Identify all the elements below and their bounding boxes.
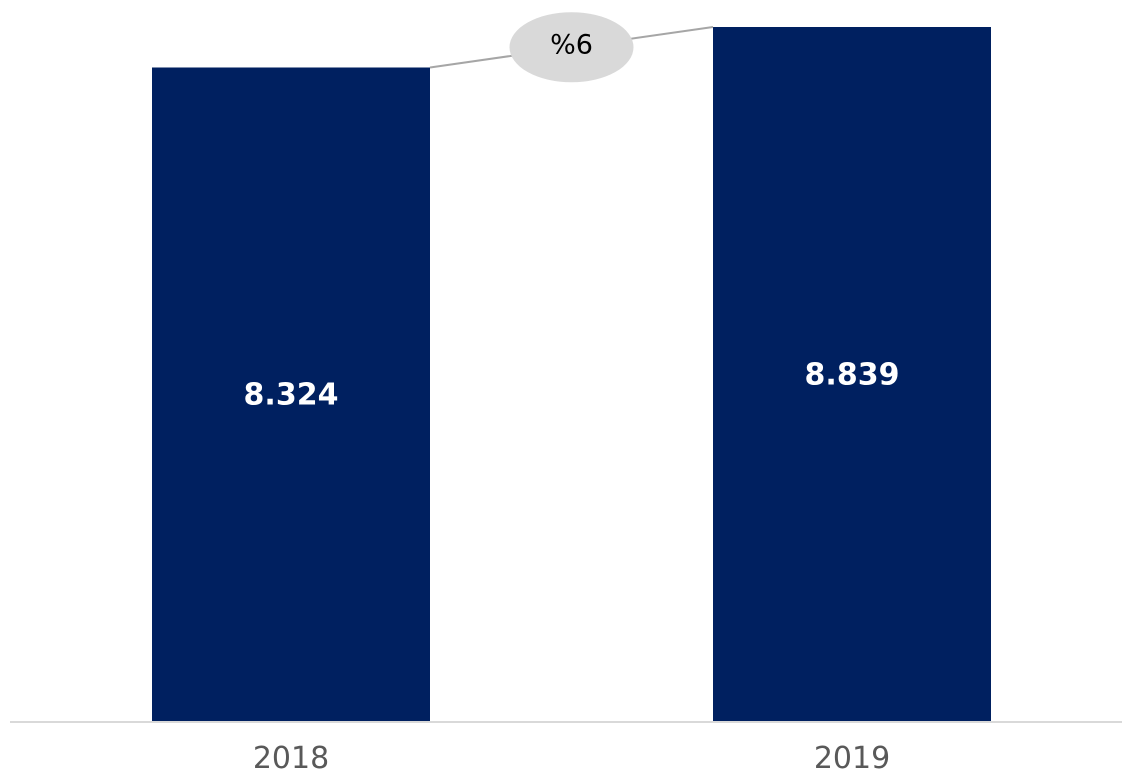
value-labels-group: 8.324 8.839 <box>244 358 900 413</box>
x-tick-label-2019: 2019 <box>814 741 890 776</box>
x-tick-label-2018: 2018 <box>253 741 329 776</box>
value-label-2019: 8.839 <box>805 358 900 393</box>
bars-group <box>152 27 991 722</box>
growth-label: %6 <box>550 30 593 61</box>
value-label-2018: 8.324 <box>244 378 339 413</box>
bar-2019 <box>713 27 991 722</box>
bar-2018 <box>152 67 430 722</box>
x-tick-labels-group: 2018 2019 <box>253 741 890 776</box>
growth-callout: %6 <box>429 12 714 83</box>
growth-bubble <box>509 12 634 83</box>
